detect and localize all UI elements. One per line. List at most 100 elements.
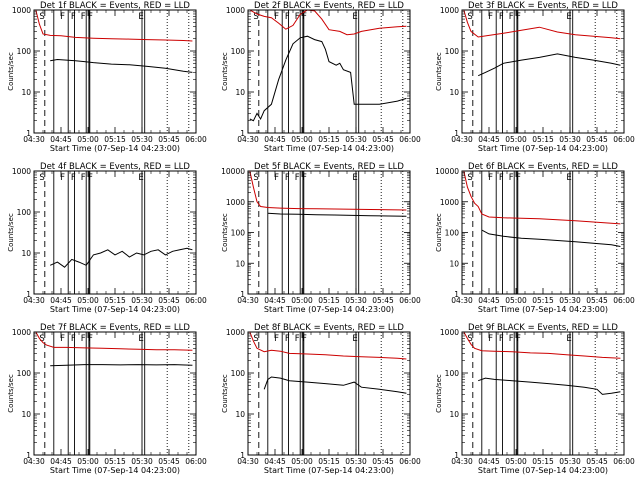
flag-letter: F [488,173,493,183]
y-tick-label: 10 [235,259,245,268]
y-axis-label: Counts/sec [221,213,229,252]
y-tick-label: 10 [449,410,459,419]
x-tick-label: 05:45 [372,296,394,305]
lld-series-line [249,10,407,36]
flag-letter: S [253,334,258,344]
y-tick-label: 1000 [226,6,245,15]
flag-letter: E [138,173,143,183]
flag-letter: F [499,334,504,344]
flag-letter: F [274,12,279,22]
x-tick-label: 05:30 [131,457,153,466]
lld-series-line [35,332,193,351]
x-tick-label: 05:00 [291,457,313,466]
events-series-line [267,212,407,217]
x-tick-label: 06:00 [613,135,635,144]
flag-letter: S [39,173,44,183]
x-tick-label: 05:15 [318,457,340,466]
flag-letter: F [516,173,521,183]
y-tick-label: 1 [26,129,31,138]
flag-letter: F [71,12,76,22]
y-tick-label: 100 [445,47,460,56]
x-tick-label: 06:00 [399,457,421,466]
lld-series-line [249,171,407,211]
x-tick-label: 05:15 [104,135,126,144]
flag-letter: S [467,173,472,183]
flag-letter: S [39,334,44,344]
y-tick-label: 10 [449,88,459,97]
flag-letter: S [253,173,258,183]
flag-letter: F [302,334,307,344]
x-axis-label: Start Time (07-Sep-14 04:23:00) [478,144,608,153]
x-tick-label: 05:00 [505,457,527,466]
lld-series-line [463,332,621,359]
x-tick-label: 04:30 [23,457,45,466]
flag-letter: F [88,12,93,22]
y-tick-label: 1000 [226,198,245,207]
flag-letter: S [253,12,258,22]
flag-letter: F [295,173,300,183]
y-tick-label: 100 [231,229,246,238]
y-axis-label: Counts/sec [221,52,229,91]
x-tick-label: 04:45 [50,296,72,305]
y-axis-label: Counts/sec [7,52,15,91]
flag-letter: F [295,12,300,22]
x-axis-label: Start Time (07-Sep-14 04:23:00) [478,305,608,314]
x-tick-label: 06:00 [613,296,635,305]
x-axis-label: Start Time (07-Sep-14 04:23:00) [264,305,394,314]
x-tick-label: 05:00 [291,296,313,305]
y-tick-label: 100 [445,369,460,378]
y-tick-label: 1 [240,290,245,299]
flag-letter: F [509,12,514,22]
x-axis-label: Start Time (07-Sep-14 04:23:00) [478,466,608,475]
x-tick-label: 05:15 [532,296,554,305]
y-tick-label: 10 [21,249,31,258]
x-tick-label: 05:15 [104,457,126,466]
x-tick-label: 05:00 [291,135,313,144]
y-tick-label: 1000 [12,167,31,176]
x-axis-label: Start Time (07-Sep-14 04:23:00) [264,466,394,475]
x-tick-label: 05:45 [586,457,608,466]
events-series-line [249,35,407,122]
flag-letter: F [60,334,65,344]
flag-letter: F [488,12,493,22]
flag-letter: E [352,173,357,183]
y-tick-label: 1000 [226,328,245,337]
x-tick-label: 04:45 [264,135,286,144]
y-tick-label: 10000 [435,167,459,176]
x-tick-label: 05:15 [104,296,126,305]
x-tick-label: 05:30 [345,457,367,466]
y-tick-label: 1 [240,451,245,460]
flag-letter: F [81,334,86,344]
y-tick-label: 10 [449,259,459,268]
x-tick-label: 05:00 [77,457,99,466]
y-axis-label: Counts/sec [221,374,229,413]
lld-series-line [463,10,621,40]
y-tick-label: 1 [26,290,31,299]
panel-title: Det 7f BLACK = Events, RED = LLD [40,323,190,333]
x-tick-label: 04:45 [264,296,286,305]
x-tick-label: 05:30 [131,296,153,305]
flag-letter: F [71,334,76,344]
flag-letter: F [302,12,307,22]
events-series-line [263,376,407,394]
x-tick-label: 05:00 [77,135,99,144]
panel-title: Det 3f BLACK = Events, RED = LLD [468,1,618,11]
y-tick-label: 1000 [440,328,459,337]
flag-letter: F [285,334,290,344]
flag-letter: F [509,173,514,183]
events-series-line [50,58,193,73]
panel-title: Det 8f BLACK = Events, RED = LLD [254,323,404,333]
x-tick-label: 04:30 [451,135,473,144]
y-tick-label: 100 [17,208,32,217]
y-tick-label: 1000 [12,6,31,15]
y-tick-label: 1000 [440,6,459,15]
events-series-line [478,377,621,395]
flag-letter: S [467,334,472,344]
x-tick-label: 05:00 [77,296,99,305]
flag-letter: F [302,173,307,183]
y-axis-label: Counts/sec [435,213,443,252]
flag-letter: F [60,12,65,22]
